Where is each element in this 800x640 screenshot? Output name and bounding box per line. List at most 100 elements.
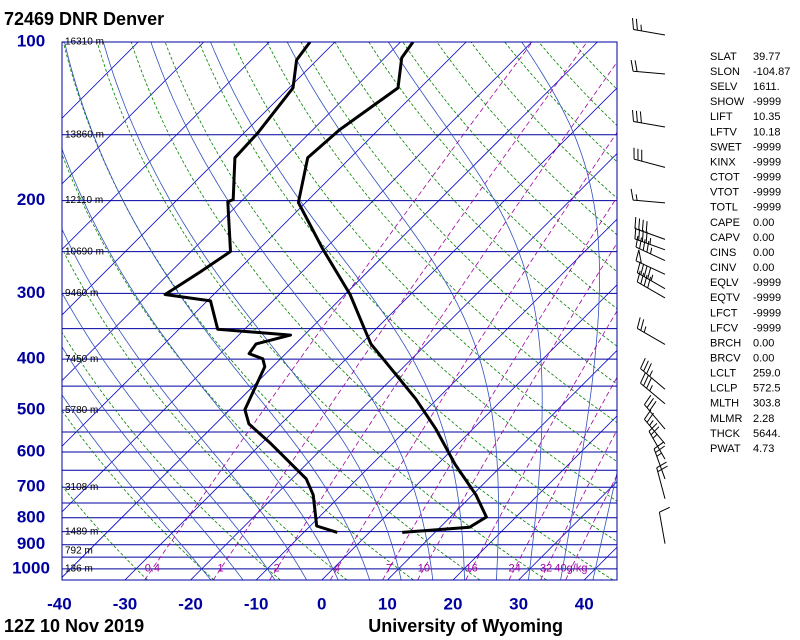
wind-barb [636, 270, 666, 299]
index-name: EQTV [710, 292, 741, 304]
moist-adiabat [62, 292, 276, 580]
mixing-ratio-line [465, 310, 617, 580]
index-name: BRCV [710, 353, 741, 365]
index-value: 1611. [753, 81, 780, 93]
index-name: LFCT [710, 307, 738, 319]
height-label: 792 m [65, 546, 93, 557]
index-name: EQLV [710, 277, 739, 289]
wind-barb [632, 18, 666, 36]
x-tick-label: 20 [444, 594, 463, 613]
height-label: 9460 m [65, 288, 98, 299]
isotherm [62, 42, 401, 382]
isotherm [518, 481, 617, 580]
dry-adiabat [96, 42, 547, 580]
mixing-ratio-label: 2 [274, 563, 280, 575]
index-name: KINX [710, 156, 736, 168]
y-tick-label: 100 [17, 31, 45, 50]
index-value: -104.87 [753, 66, 790, 78]
index-value: 10.18 [753, 126, 781, 138]
y-tick-label: 700 [17, 477, 45, 496]
wind-barb [634, 217, 666, 240]
index-name: SLON [710, 66, 740, 78]
moist-adiabat [210, 42, 465, 580]
index-name: CAPE [710, 217, 740, 229]
mixing-ratio-line [269, 61, 617, 580]
dry-adiabat [62, 153, 414, 580]
isotherm [62, 42, 270, 250]
dry-adiabat [232, 42, 617, 463]
height-label: 136 m [65, 563, 93, 574]
index-value: -9999 [753, 277, 781, 289]
index-name: SWET [710, 141, 742, 153]
y-tick-label: 1000 [12, 558, 50, 577]
wind-barb [630, 188, 666, 204]
index-value: 0.00 [753, 353, 774, 365]
y-tick-label: 500 [17, 400, 45, 419]
wind-barb [640, 357, 666, 390]
mixing-ratio-label: 7 [386, 563, 392, 575]
moist-adiabat [64, 42, 371, 580]
isotherm [62, 42, 467, 447]
wind-barb [658, 506, 670, 544]
index-value: -9999 [753, 187, 781, 199]
index-value: 5644. [753, 428, 781, 440]
x-tick-label: -20 [178, 594, 203, 613]
index-name: MLTH [710, 398, 739, 410]
wind-barb [640, 372, 666, 405]
moist-adiabat [388, 42, 543, 580]
height-label: 10690 m [65, 246, 104, 257]
mixing-ratio-label: 4 [334, 563, 340, 575]
mixing-ratio-line [212, 42, 588, 580]
index-value: -9999 [753, 322, 781, 334]
x-tick-label: 30 [509, 594, 528, 613]
height-label: 16310 m [65, 37, 104, 48]
index-name: LFTV [710, 126, 738, 138]
wind-barb [636, 261, 666, 290]
index-name: VTOT [710, 187, 739, 199]
y-tick-label: 300 [17, 283, 45, 302]
x-tick-label: -40 [47, 594, 72, 613]
moist-adiabat [62, 394, 212, 580]
index-value: 0.00 [753, 232, 774, 244]
plot-frame [61, 41, 618, 581]
wind-barb [648, 422, 666, 460]
isotherm [62, 42, 336, 316]
time-label: 12Z 10 Nov 2019 [4, 616, 144, 636]
mixing-ratio-line [540, 429, 617, 580]
mixing-ratio-line [508, 376, 617, 580]
x-tick-label: -10 [244, 594, 269, 613]
index-value: 572.5 [753, 383, 781, 395]
mixing-ratio-label: 0.4 [145, 563, 160, 575]
index-value: -9999 [753, 156, 781, 168]
index-name: TOTL [710, 202, 738, 214]
isotherm [62, 42, 598, 578]
y-tick-label: 900 [17, 534, 45, 553]
index-name: CTOT [710, 172, 740, 184]
y-tick-label: 800 [17, 507, 45, 526]
mixing-ratio-label: 1 [218, 563, 224, 575]
mixing-ratio-label: 10 [418, 563, 430, 575]
mixing-ratio-line [565, 474, 617, 580]
moist-adiabat [592, 471, 617, 580]
isotherm [321, 284, 617, 580]
moist-adiabat [521, 42, 600, 580]
index-name: THCK [710, 428, 741, 440]
index-name: LFCV [710, 322, 739, 334]
x-tick-label: 40 [575, 594, 594, 613]
isotherm [387, 349, 617, 580]
index-name: LCLP [710, 383, 738, 395]
wind-barb [643, 394, 666, 430]
profiles [163, 42, 488, 534]
index-value: 303.8 [753, 398, 781, 410]
moist-adiabat [62, 147, 339, 580]
wind-barb [636, 317, 666, 345]
dry-adiabat [62, 485, 148, 580]
index-value: -9999 [753, 307, 781, 319]
index-value: -9999 [753, 202, 781, 214]
y-tick-label: 400 [17, 349, 45, 368]
dry-adiabat [130, 42, 614, 580]
moist-adiabat [62, 346, 244, 580]
index-value: 10.35 [753, 111, 781, 123]
index-value: 2.28 [753, 413, 774, 425]
